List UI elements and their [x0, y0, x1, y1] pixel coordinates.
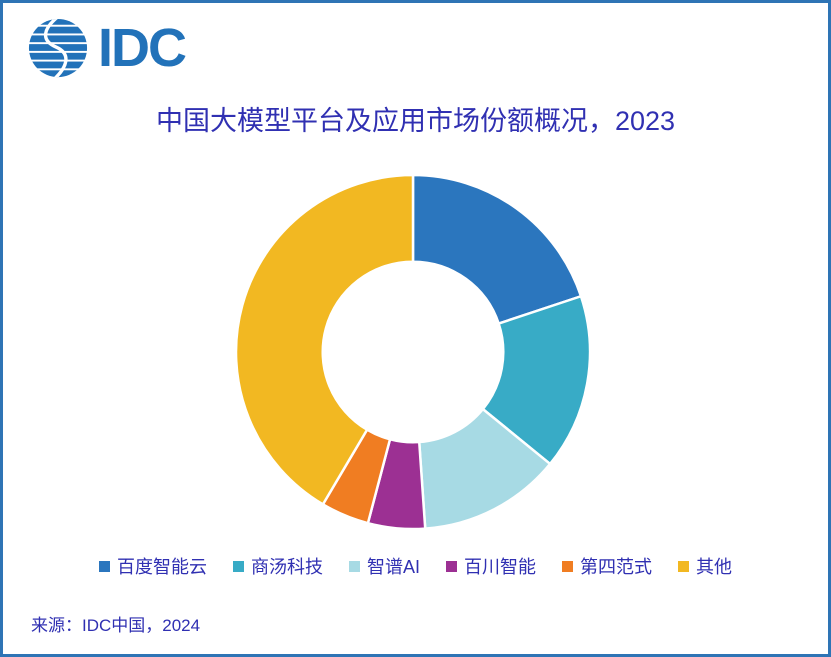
donut-segment-2: [481, 295, 592, 466]
donut-chart-svg: [234, 173, 592, 531]
legend-item-3: 智谱AI: [348, 553, 420, 579]
chart-legend: 百度智能云 商汤科技 智谱AI 百川智能 第四范式 其他: [3, 553, 828, 579]
legend-item-4: 百川智能: [446, 553, 536, 579]
legend-label: 百川智能: [464, 557, 536, 577]
chart-title: 中国大模型平台及应用市场份额概况，2023: [155, 106, 676, 136]
idc-logo-text: IDC: [98, 18, 187, 78]
legend-label: 商汤科技: [250, 557, 323, 577]
legend-item-5: 第四范式: [562, 553, 652, 579]
legend-swatch-icon: [678, 560, 689, 572]
legend-swatch-icon: [562, 560, 573, 572]
idc-logo: IDC: [27, 17, 187, 79]
legend-label: 第四范式: [580, 557, 652, 577]
donut-segment-6: [234, 173, 415, 506]
legend-label: 其他: [696, 557, 732, 577]
legend-item-6: 其他: [678, 553, 732, 579]
source-note: 来源：IDC中国，2024: [31, 616, 201, 635]
legend-label: 百度智能云: [116, 557, 207, 577]
legend-swatch-icon: [232, 560, 244, 572]
legend-item-2: 商汤科技: [232, 553, 323, 579]
legend-swatch-icon: [446, 560, 457, 572]
legend-label: 智谱AI: [366, 557, 420, 577]
donut-chart: [231, 170, 595, 534]
idc-striped-globe-icon: [28, 18, 88, 78]
legend-item-1: 百度智能云: [98, 553, 207, 579]
donut-segment-1: [411, 173, 583, 325]
legend-swatch-icon: [348, 560, 360, 572]
legend-swatch-icon: [98, 560, 110, 572]
